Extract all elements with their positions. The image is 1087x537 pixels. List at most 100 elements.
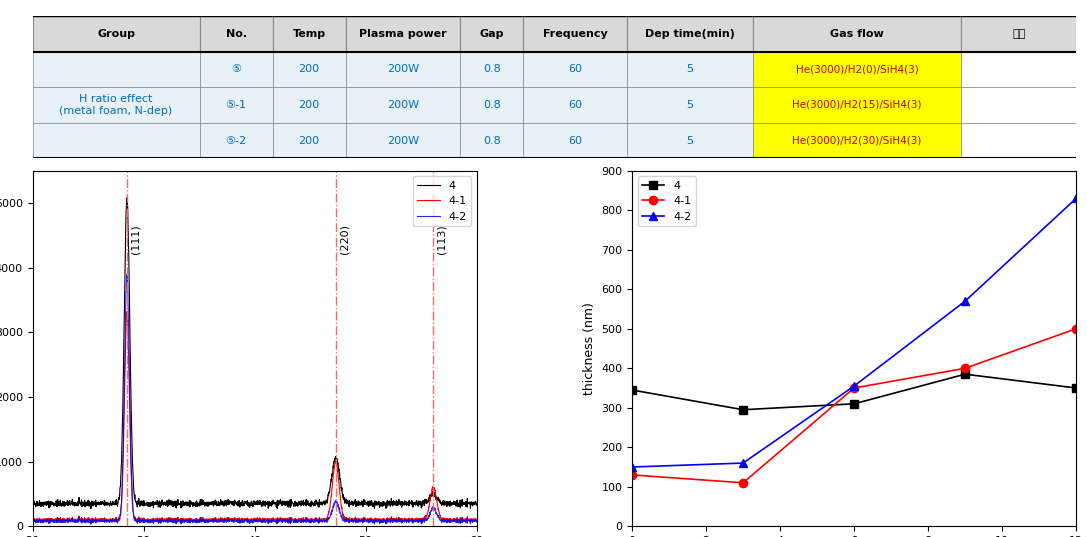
Text: 200: 200	[299, 64, 320, 75]
Legend: 4, 4-1, 4-2: 4, 4-1, 4-2	[413, 176, 471, 226]
Line: 4: 4	[33, 198, 477, 509]
Text: 60: 60	[569, 64, 583, 75]
Text: 200W: 200W	[387, 64, 420, 75]
Text: He(3000)/H2(0)/SiH4(3): He(3000)/H2(0)/SiH4(3)	[796, 64, 919, 75]
Text: H ratio effect
(metal foam, N-dep): H ratio effect (metal foam, N-dep)	[60, 94, 173, 116]
4	[737, 407, 750, 413]
Text: 200: 200	[299, 100, 320, 110]
4-1	[458, 516, 471, 523]
Text: 0.8: 0.8	[483, 100, 501, 110]
FancyBboxPatch shape	[627, 123, 752, 158]
Line: 4-2: 4-2	[33, 274, 477, 524]
4-2	[737, 460, 750, 466]
4-1	[959, 365, 972, 372]
4-2	[376, 519, 389, 526]
4	[376, 503, 389, 510]
Text: ⑤-2: ⑤-2	[225, 135, 247, 146]
FancyBboxPatch shape	[346, 52, 461, 87]
4-1	[848, 385, 861, 391]
Text: 200W: 200W	[387, 135, 420, 146]
4	[625, 387, 638, 393]
FancyBboxPatch shape	[273, 87, 346, 123]
Text: Dep time(min): Dep time(min)	[645, 29, 735, 39]
4	[230, 502, 243, 509]
4	[848, 401, 861, 407]
FancyBboxPatch shape	[523, 87, 627, 123]
4-1	[737, 480, 750, 486]
Y-axis label: thickness (nm): thickness (nm)	[583, 302, 596, 395]
Text: Temp: Temp	[292, 29, 326, 39]
4-1	[49, 517, 62, 524]
FancyBboxPatch shape	[273, 123, 346, 158]
Text: (220): (220)	[339, 224, 349, 254]
Text: 0.8: 0.8	[483, 135, 501, 146]
4-1	[242, 517, 255, 524]
FancyBboxPatch shape	[627, 87, 752, 123]
Text: Gap: Gap	[479, 29, 504, 39]
4-2	[458, 518, 471, 525]
4-2	[959, 298, 972, 304]
4-1	[458, 517, 471, 524]
Text: Frequency: Frequency	[542, 29, 608, 39]
4-2	[471, 519, 484, 525]
FancyBboxPatch shape	[961, 123, 1076, 158]
FancyBboxPatch shape	[752, 123, 961, 158]
FancyBboxPatch shape	[961, 52, 1076, 87]
FancyBboxPatch shape	[627, 52, 752, 87]
4-1	[1070, 325, 1083, 332]
4-1	[85, 520, 98, 526]
FancyBboxPatch shape	[752, 52, 961, 87]
FancyBboxPatch shape	[33, 123, 200, 158]
FancyBboxPatch shape	[346, 87, 461, 123]
4	[121, 194, 134, 201]
Text: He(3000)/H2(15)/SiH4(3): He(3000)/H2(15)/SiH4(3)	[792, 100, 922, 110]
4-1	[121, 308, 134, 315]
4	[458, 500, 471, 506]
4-2	[49, 518, 62, 525]
4-1	[376, 518, 389, 525]
4	[49, 501, 62, 507]
Text: 60: 60	[569, 135, 583, 146]
4-2	[230, 519, 243, 525]
FancyBboxPatch shape	[461, 52, 523, 87]
FancyBboxPatch shape	[523, 16, 627, 52]
4	[471, 502, 484, 508]
4-2	[458, 518, 471, 524]
FancyBboxPatch shape	[461, 16, 523, 52]
Text: ⑤-1: ⑤-1	[226, 100, 247, 110]
Text: 5: 5	[687, 135, 694, 146]
4-2	[242, 518, 255, 525]
FancyBboxPatch shape	[461, 87, 523, 123]
FancyBboxPatch shape	[961, 16, 1076, 52]
Line: 4-2: 4-2	[628, 194, 1080, 471]
Text: 5: 5	[687, 100, 694, 110]
FancyBboxPatch shape	[273, 16, 346, 52]
Text: 5: 5	[687, 64, 694, 75]
FancyBboxPatch shape	[200, 52, 273, 87]
4-2	[848, 383, 861, 389]
FancyBboxPatch shape	[461, 123, 523, 158]
FancyBboxPatch shape	[523, 123, 627, 158]
FancyBboxPatch shape	[346, 123, 461, 158]
Text: 60: 60	[569, 100, 583, 110]
4-2	[121, 271, 134, 278]
Line: 4: 4	[628, 370, 1080, 414]
4-1	[625, 471, 638, 478]
Text: 0.8: 0.8	[483, 64, 501, 75]
Text: Plasma power: Plasma power	[359, 29, 447, 39]
Text: He(3000)/H2(30)/SiH4(3): He(3000)/H2(30)/SiH4(3)	[792, 135, 922, 146]
FancyBboxPatch shape	[961, 87, 1076, 123]
Text: 200W: 200W	[387, 100, 420, 110]
Legend: 4, 4-1, 4-2: 4, 4-1, 4-2	[638, 176, 696, 226]
4-2	[26, 517, 39, 524]
FancyBboxPatch shape	[33, 16, 200, 52]
4	[26, 499, 39, 506]
4-2	[625, 464, 638, 470]
Text: (111): (111)	[130, 224, 140, 253]
FancyBboxPatch shape	[200, 123, 273, 158]
4	[458, 501, 471, 507]
4	[959, 371, 972, 378]
FancyBboxPatch shape	[346, 16, 461, 52]
4-1	[230, 518, 243, 524]
FancyBboxPatch shape	[33, 87, 200, 123]
